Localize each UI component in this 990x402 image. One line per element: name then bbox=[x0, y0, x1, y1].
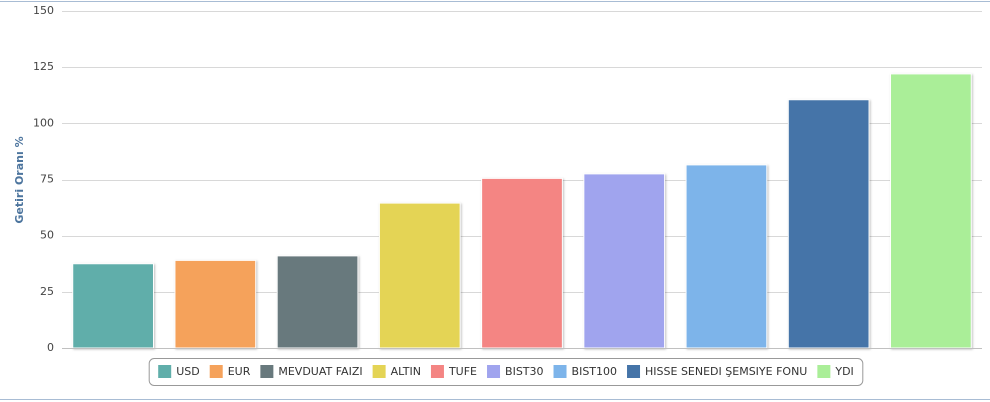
legend-swatch bbox=[817, 365, 831, 378]
y-tick-label: 100 bbox=[33, 116, 54, 129]
legend-swatch bbox=[209, 365, 223, 378]
bar bbox=[890, 73, 972, 349]
legend-swatch bbox=[553, 365, 567, 378]
legend-label: EUR bbox=[228, 365, 251, 378]
bar bbox=[685, 164, 768, 349]
bar bbox=[174, 259, 257, 349]
legend-swatch bbox=[372, 365, 386, 378]
bar bbox=[583, 173, 666, 349]
y-tick-label: 0 bbox=[47, 341, 54, 354]
bar bbox=[72, 263, 154, 349]
legend: USD EUR MEVDUAT FAIZI ALTIN TUFE BIST30 BIST10… bbox=[148, 358, 864, 386]
bar bbox=[787, 99, 870, 349]
legend-label: BIST30 bbox=[505, 365, 544, 378]
y-tick-label: 50 bbox=[40, 229, 54, 242]
bar bbox=[378, 202, 461, 349]
y-tick-label: 75 bbox=[40, 173, 54, 186]
legend-label: BIST100 bbox=[572, 365, 618, 378]
legend-swatch bbox=[260, 365, 274, 378]
legend-label: TUFE bbox=[448, 365, 477, 378]
legend-label: ALTIN bbox=[391, 365, 421, 378]
y-tick-label: 150 bbox=[33, 4, 54, 17]
legend-label: HISSE SENEDI ŞEMSIYE FONU bbox=[645, 365, 807, 378]
y-tick-label: 25 bbox=[40, 285, 54, 298]
y-tick-label: 125 bbox=[33, 60, 54, 73]
bar bbox=[276, 255, 359, 349]
legend-swatch bbox=[487, 365, 501, 378]
legend-label: MEVDUAT FAIZI bbox=[278, 365, 362, 378]
bar bbox=[481, 177, 563, 349]
legend-label: USD bbox=[176, 365, 200, 378]
legend-label: YDI bbox=[834, 365, 853, 378]
legend-swatch bbox=[430, 365, 444, 378]
legend-swatch bbox=[158, 365, 172, 378]
y-axis-label: Getiri Oranı % bbox=[13, 136, 26, 223]
legend-box bbox=[148, 358, 864, 386]
legend-swatch bbox=[627, 365, 641, 378]
